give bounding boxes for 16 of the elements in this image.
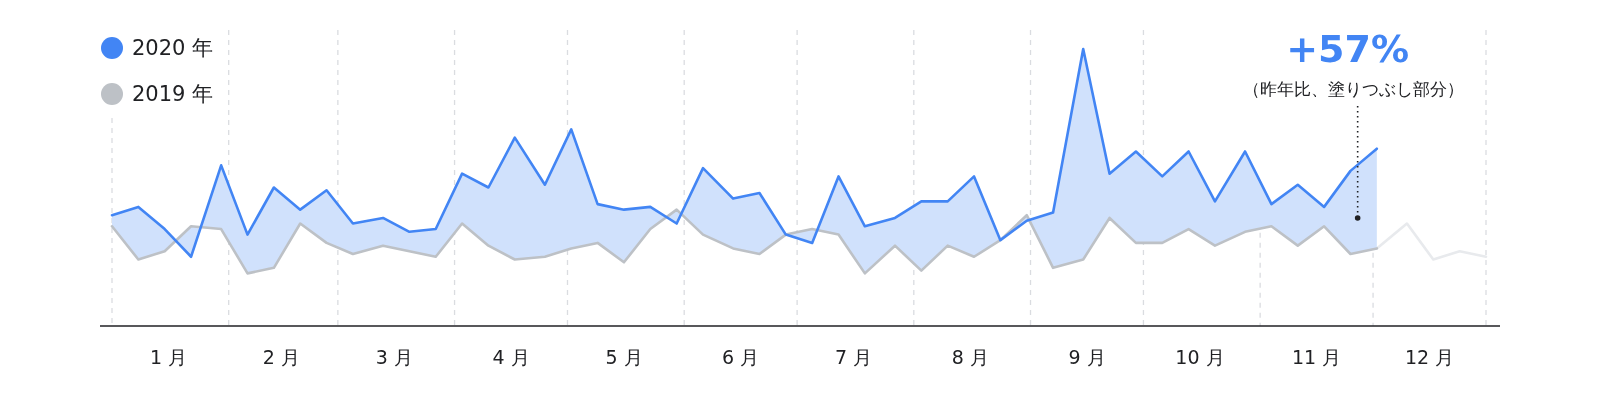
- legend-label: 2019 年: [132, 82, 214, 106]
- x-tick-label: 3 月: [375, 346, 413, 368]
- x-tick-label: 7 月: [835, 346, 873, 368]
- x-tick-label: 12 月: [1404, 346, 1455, 368]
- x-tick-label: 2 月: [262, 346, 300, 368]
- x-tick-label: 1 月: [149, 346, 188, 368]
- x-tick-label: 8 月: [951, 346, 989, 368]
- x-tick-label: 6 月: [722, 346, 760, 368]
- annotation: （昨年比、塗りつぶし部分）: [1243, 79, 1465, 99]
- x-tick-label: 10 月: [1175, 346, 1225, 368]
- x-tick-label: 9 月: [1068, 346, 1106, 368]
- x-tick-label: 11 月: [1291, 346, 1342, 368]
- x-tick-label: 5 月: [605, 346, 643, 368]
- x-tick-label: 4 月: [492, 346, 530, 368]
- legend-label: 2020 年: [132, 36, 214, 60]
- annotation: +57%: [1286, 27, 1410, 71]
